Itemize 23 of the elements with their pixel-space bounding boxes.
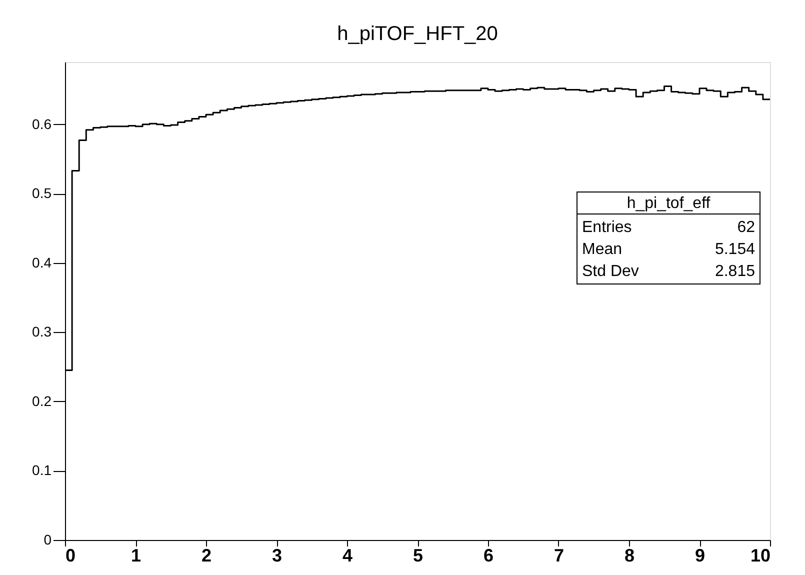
text: Mean 5.154 [582, 241, 755, 258]
x-tick-label: 7 [554, 546, 564, 566]
x-tick-label: 3 [272, 546, 282, 566]
x-tick-label: 9 [694, 546, 706, 566]
x-tick-label: 4 [342, 546, 353, 566]
x-tick-label: 0 [66, 546, 76, 566]
text: Entries 62 [582, 219, 755, 236]
y-tick-label: 0.5 [32, 185, 52, 202]
x-tick-label: 6 [483, 546, 494, 566]
x-tick-label: 8 [624, 546, 635, 566]
y-tick-label: 0.4 [32, 254, 52, 270]
y-tick-label: 0.3 [32, 324, 52, 340]
text: Std Dev 2.815 [582, 263, 755, 280]
chart-title: h_piTOF_HFT_20 [337, 23, 498, 45]
x-tick-label: 2 [201, 546, 212, 566]
y-tick-label: 0.6 [32, 116, 52, 132]
y-tick-label: 0 [44, 532, 52, 548]
x-tick-label: 10 [750, 546, 770, 566]
x-tick-label: 5 [412, 546, 424, 566]
x-tick-label: 1 [130, 546, 142, 566]
annotation: h_pi_tof_eff [626, 195, 711, 212]
y-tick-label: 0.1 [32, 462, 52, 478]
y-tick-label: 0.2 [32, 392, 52, 409]
